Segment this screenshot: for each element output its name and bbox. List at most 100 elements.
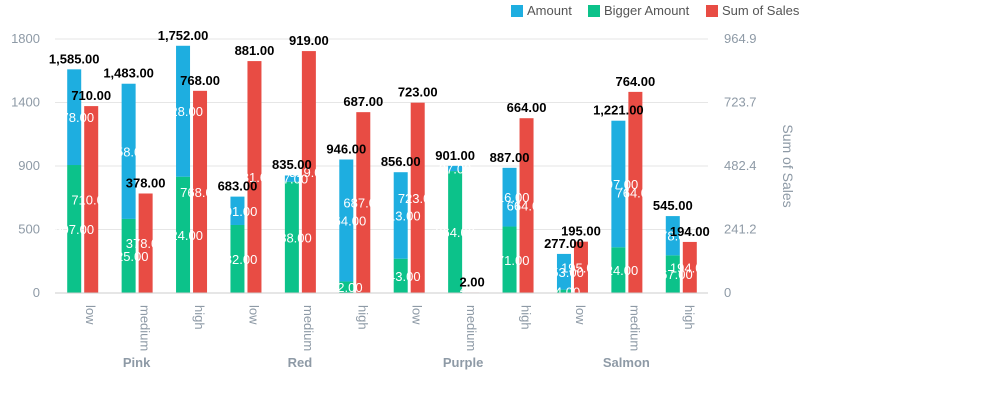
bar-bigger-amount[interactable] (230, 224, 245, 293)
bigger-amount-value-label: 788.00 (272, 230, 312, 245)
sales-value-label: 195.00 (561, 224, 601, 239)
right-axis: 0 241.2 482.4 723.7 964.9 (724, 31, 757, 300)
bar-bigger-amount[interactable] (611, 247, 626, 293)
stack-total-label: 545.00 (653, 198, 693, 213)
left-tick-label: 1800 (11, 31, 40, 46)
bar-amount[interactable] (230, 196, 245, 225)
value-labels: 907.00 678.00 710.00 1,585.00 710.00 525.00 95… (49, 28, 710, 300)
stack-total-label: 1,585.00 (49, 51, 100, 66)
bar-amount[interactable] (611, 120, 626, 248)
bigger-amount-value-label: 324.00 (598, 263, 638, 278)
bar-sum-of-sales[interactable] (682, 241, 697, 293)
bar-sum-of-sales[interactable] (301, 51, 316, 293)
amount-value-label: 678.00 (54, 110, 94, 125)
amount-value-label: 613.00 (381, 208, 421, 223)
sales-value-label: 687.00 (343, 94, 383, 109)
amount-value-label: 864.00 (326, 213, 366, 228)
bar-amount[interactable] (556, 253, 571, 290)
bar-bigger-amount[interactable] (393, 258, 408, 293)
legend[interactable]: Amount Bigger Amount Sum of Sales (511, 3, 800, 18)
sales-value-label: 919.00 (289, 33, 329, 48)
sales-value-label: 194.00 (670, 224, 710, 239)
bar-amount[interactable] (502, 167, 517, 227)
stack-total-label: 683.00 (218, 179, 258, 194)
category-label: medium (138, 305, 153, 351)
legend-swatch[interactable] (588, 5, 600, 17)
bigger-amount-value-label: 24.00 (548, 284, 581, 299)
amount-value-label: 278.00 (653, 229, 693, 244)
category-label: high (355, 305, 370, 330)
group-label: Pink (123, 355, 151, 370)
sales-inner-value-label: 664.00 (507, 199, 547, 214)
bar-sum-of-sales[interactable] (84, 106, 99, 294)
left-tick-label: 500 (18, 222, 40, 237)
bigger-amount-value-label: 243.00 (381, 269, 421, 284)
category-label: low (246, 305, 261, 325)
category-label: high (682, 305, 697, 330)
bar-bigger-amount[interactable] (67, 165, 82, 293)
bar-amount[interactable] (393, 172, 408, 259)
bar-sum-of-sales[interactable] (356, 112, 371, 293)
right-tick-label: 241.2 (724, 222, 757, 237)
bar-amount[interactable] (121, 83, 136, 219)
bar-bigger-amount[interactable] (121, 218, 136, 293)
bar-amount[interactable] (665, 216, 680, 256)
stack-total-label: 835.00 (272, 157, 312, 172)
sales-inner-value-label: 723.00 (398, 191, 438, 206)
group-label: Salmon (603, 355, 650, 370)
bigger-amount-value-label: 267.00 (653, 267, 693, 282)
category-label: low (410, 305, 425, 325)
bar-amount[interactable] (176, 45, 191, 177)
bar-sum-of-sales[interactable] (410, 102, 425, 293)
amount-value-label: 897.00 (598, 177, 638, 192)
bars (67, 45, 697, 294)
sales-value-label: 764.00 (615, 74, 655, 89)
left-tick-label: 900 (18, 158, 40, 173)
legend-swatch[interactable] (511, 5, 523, 17)
sales-value-label: 881.00 (235, 43, 275, 58)
bar-amount[interactable] (339, 159, 354, 282)
legend-label[interactable]: Amount (527, 3, 572, 18)
sales-value-label: 378.00 (126, 175, 166, 190)
bar-amount[interactable] (284, 175, 299, 182)
bar-bigger-amount[interactable] (176, 176, 191, 293)
legend-swatch[interactable] (706, 5, 718, 17)
bigger-amount-value-label: 482.00 (218, 252, 258, 267)
bar-sum-of-sales[interactable] (247, 61, 262, 293)
x-axis: low medium high Pink low medium high Red low medi… (55, 292, 708, 370)
bar-bigger-amount[interactable] (502, 226, 517, 293)
bar-bigger-amount[interactable] (556, 289, 571, 293)
bar-sum-of-sales[interactable] (138, 193, 153, 293)
bar-bigger-amount[interactable] (665, 255, 680, 293)
right-tick-label: 482.4 (724, 158, 757, 173)
stack-total-label: 277.00 (544, 236, 584, 251)
stack-total-label: 856.00 (381, 154, 421, 169)
bar-amount[interactable] (67, 69, 82, 166)
right-axis-title: Sum of Sales (780, 124, 796, 207)
bar-sum-of-sales[interactable] (519, 118, 534, 293)
bar-sum-of-sales[interactable] (193, 90, 208, 293)
bigger-amount-value-label: 525.00 (109, 249, 149, 264)
left-tick-label: 0 (33, 285, 40, 300)
bar-sum-of-sales[interactable] (573, 241, 588, 293)
group-label: Purple (443, 355, 483, 370)
bar-bigger-amount[interactable] (448, 171, 463, 293)
stack-total-label: 1,752.00 (158, 28, 209, 43)
legend-label[interactable]: Sum of Sales (722, 3, 800, 18)
category-label: medium (627, 305, 642, 351)
bar-sum-of-sales[interactable] (628, 91, 643, 293)
amount-value-label: 416.00 (490, 190, 530, 205)
group-label: Red (288, 355, 313, 370)
bar-bigger-amount[interactable] (284, 181, 299, 293)
bar-bigger-amount[interactable] (339, 281, 354, 293)
legend-label[interactable]: Bigger Amount (604, 3, 690, 18)
sales-value-label: 768.00 (180, 73, 220, 88)
stack-total-label: 946.00 (326, 142, 366, 157)
bar-amount[interactable] (448, 165, 463, 172)
category-label: high (192, 305, 207, 330)
category-label: medium (301, 305, 316, 351)
sales-inner-value-label: 881.00 (235, 170, 275, 185)
bigger-amount-value-label: 471.00 (490, 253, 530, 268)
stack-total-label: 1,483.00 (103, 66, 154, 81)
